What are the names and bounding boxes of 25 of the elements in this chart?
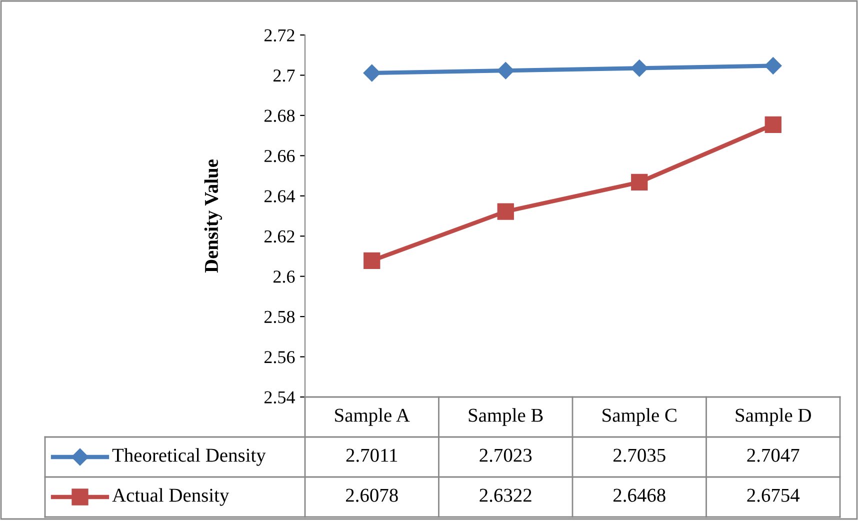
y-tick-label: 2.58 [264,310,295,324]
y-axis-title: Density Value [204,160,222,273]
data-label: 2.7035 [613,448,666,462]
y-tick-label: 2.62 [264,230,294,243]
data-label: 2.7011 [346,448,398,462]
y-tick-label: 2.6 [274,270,295,283]
data-label: 2.6322 [480,488,532,502]
y-tick-label: 2.56 [264,351,295,364]
legend-label: Actual Density [112,488,230,506]
data-label: 2.6468 [613,488,666,502]
y-tick-label: 2.64 [264,190,295,202]
y-tick-label: 2.68 [264,110,295,122]
y-tick-label: 2.7 [274,70,295,82]
data-label: 2.7023 [480,448,532,462]
x-tick-label: Sample C [602,408,676,426]
data-label: 2.6754 [747,488,800,502]
x-tick-label: Sample A [335,408,410,426]
data-label: 2.7047 [747,448,800,462]
y-tick-label: 2.72 [264,29,294,42]
y-tick-label: 2.54 [264,391,295,404]
x-tick-label: Sample B [468,408,543,426]
x-tick-label: Sample D [736,408,811,426]
data-label: 2.6078 [346,488,398,502]
y-tick-label: 2.66 [264,150,295,162]
legend-label: Theoretical Density [112,448,266,466]
